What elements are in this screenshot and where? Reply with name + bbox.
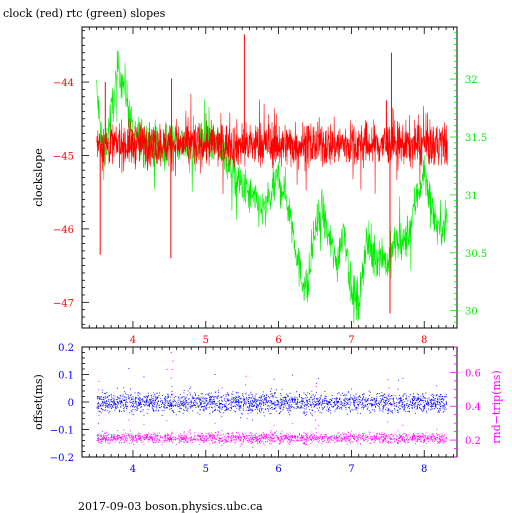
x-tick-label: 8 — [421, 335, 427, 346]
rndtrip-outlier-4 — [314, 411, 316, 413]
panel-1-frame — [81, 26, 458, 329]
rndtrip-outlier-2 — [245, 401, 247, 403]
left-y-tick-label: −0.1 — [50, 426, 74, 437]
left-y-tick-label: −47 — [53, 298, 74, 309]
x-tick-label: 7 — [348, 335, 354, 346]
right-y-tick-label: 30 — [465, 307, 478, 318]
panel-1: 4 5 6 7 8 −44 −45 −46 −47 32 31.5 31 30.5 30 clockslop… — [32, 26, 487, 346]
rtc-series-line — [96, 50, 448, 324]
rndtrip-outlier-2 — [245, 392, 247, 394]
left-y-tick-label: −46 — [53, 225, 74, 236]
left-y-tick-label: −45 — [53, 151, 74, 162]
panel-1-data — [96, 34, 448, 324]
rndtrip-outlier-2 — [245, 384, 247, 386]
right-y-tick-label: 0.6 — [465, 368, 481, 379]
rndtrip-outlier-1 — [171, 385, 173, 387]
x-tick-label: 6 — [275, 464, 281, 475]
right-y-tick-label: 0.4 — [465, 402, 481, 413]
left-y-tick-label: 0 — [68, 398, 74, 409]
rndtrip-outlier-0 — [98, 414, 100, 416]
panel-2: 4 5 6 7 8 0.2 0.1 0 −0.1 −0.2 0.6 0.4 0.2 offset(ms) r… — [32, 343, 503, 475]
rndtrip-outlier-4 — [315, 385, 317, 387]
rndtrip-outlier-2 — [246, 418, 248, 420]
right-y-tick-label: 31.5 — [465, 133, 487, 144]
rndtrip-outlier-2 — [245, 409, 247, 411]
rndtrip-outlier-1 — [170, 352, 172, 354]
rndtrip-points — [96, 419, 447, 448]
rndtrip-outlier-0 — [98, 380, 100, 382]
rndtrip-outlier-2 — [245, 375, 247, 377]
panel-2-data — [96, 352, 447, 448]
rndtrip-outlier-3 — [387, 404, 389, 406]
rndtrip-outlier-1 — [172, 360, 174, 362]
right-y-tick-label: 0.2 — [465, 436, 481, 447]
rndtrip-outlier-1 — [171, 369, 173, 370]
rndtrip-outlier-4 — [314, 419, 316, 421]
left-y-tick-label: 0.1 — [58, 371, 74, 382]
left-y-axis-label: clockslope — [32, 148, 45, 206]
left-y-tick-label: −44 — [53, 78, 74, 89]
rndtrip-outlier-3 — [388, 387, 390, 389]
rndtrip-outlier-4 — [315, 428, 317, 430]
rndtrip-outlier-3 — [388, 396, 390, 398]
rndtrip-outlier-0 — [98, 423, 100, 425]
right-y-tick-label: 30.5 — [465, 249, 487, 260]
rndtrip-outlier-4 — [315, 394, 317, 396]
left-y-axis-label: offset(ms) — [32, 374, 45, 430]
rndtrip-outlier-1 — [172, 394, 174, 396]
rndtrip-outlier-3 — [387, 413, 389, 414]
footer-text: 2017-09-03 boson.physics.ubc.ca — [78, 500, 263, 513]
x-tick-label: 8 — [421, 464, 427, 475]
x-tick-label: 6 — [275, 335, 281, 346]
x-tick-label: 7 — [348, 464, 354, 475]
x-tick-label: 5 — [203, 335, 209, 346]
rndtrip-outlier-3 — [387, 421, 389, 423]
x-tick-label: 5 — [203, 464, 209, 475]
x-tick-label: 4 — [130, 464, 136, 475]
left-y-tick-label: −0.2 — [50, 453, 74, 464]
rndtrip-outlier-4 — [315, 402, 317, 404]
rndtrip-outlier-0 — [97, 397, 99, 399]
chart-title: clock (red) rtc (green) slopes — [3, 7, 166, 20]
right-y-tick-label: 32 — [465, 75, 478, 86]
rndtrip-outlier-0 — [98, 406, 100, 408]
offset-points — [96, 368, 447, 421]
left-y-tick-label: 0.2 — [58, 343, 74, 354]
right-y-tick-label: 31 — [465, 191, 478, 202]
clock-series-line — [96, 93, 448, 195]
rndtrip-outlier-3 — [387, 379, 389, 381]
right-y-axis-label: rnd−trip(ms) — [490, 370, 503, 444]
x-tick-label: 4 — [130, 335, 136, 346]
rndtrip-outlier-0 — [98, 389, 100, 391]
rndtrip-outlier-1 — [170, 377, 172, 379]
